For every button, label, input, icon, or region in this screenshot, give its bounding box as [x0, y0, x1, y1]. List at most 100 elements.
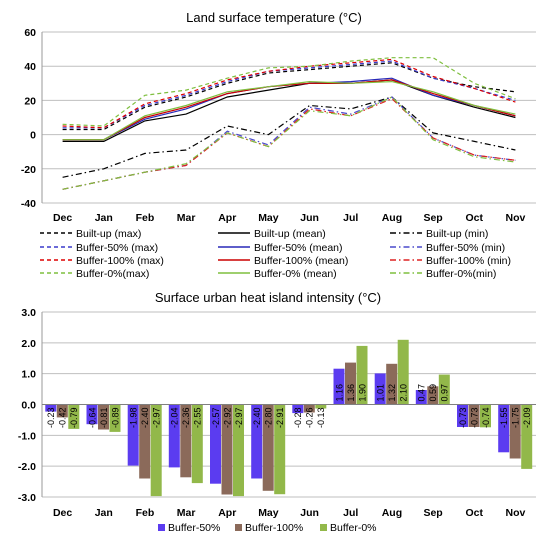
suhii-bar	[262, 404, 274, 491]
suhii-bar	[68, 404, 80, 429]
lst-y-tick-label: 40	[24, 61, 36, 73]
suhii-y-tick-label: 2.0	[21, 338, 36, 350]
suhii-data-label: -2.04	[170, 408, 180, 429]
lst-x-ticks: Dec Jan Feb Mar Apr May Jun Jul Aug Sep Oct Nov	[53, 212, 526, 224]
lst-y-tick-label: 0	[30, 130, 36, 142]
suhii-y-ticks: -3.0 -2.0 -1.0 0.0 1.0 2.0 3.0	[18, 307, 36, 504]
suhii-data-label: -2.97	[151, 408, 161, 429]
lst-legend-label: Buffer-0%(min)	[426, 268, 496, 280]
suhii-bar	[480, 404, 491, 428]
suhii-bar	[274, 404, 286, 495]
suhii-data-label: -2.40	[140, 408, 150, 429]
suhii-x-ticks: Dec Jan Feb Mar Apr May Jun Jul Aug Sep Oct Nov	[53, 507, 526, 519]
lst-series-line	[62, 96, 516, 178]
suhii-y-tick-label: -1.0	[18, 430, 36, 442]
suhii-bar	[315, 404, 327, 409]
lst-x-tick-label: Jan	[95, 212, 113, 224]
suhii-y-tick-label: 3.0	[21, 307, 36, 319]
lst-x-tick-label: Jun	[300, 212, 319, 224]
suhii-data-label: 2.10	[398, 384, 408, 402]
suhii-bar	[210, 404, 221, 484]
suhii-data-label: -0.73	[469, 408, 479, 429]
lst-line-chart: Land surface temperature (°C) -40 -20 0 20 4…	[21, 10, 536, 280]
suhii-data-label: -0.89	[110, 408, 120, 429]
suhii-bar	[109, 404, 121, 432]
suhii-x-tick-label: May	[258, 507, 279, 519]
lst-x-tick-label: Mar	[177, 212, 196, 224]
suhii-data-label: -2.40	[252, 408, 262, 429]
suhii-data-label: -2.92	[222, 408, 232, 429]
lst-series-line	[62, 96, 516, 190]
lst-series-line	[62, 57, 516, 127]
suhii-bar	[139, 404, 151, 479]
suhii-x-tick-label: Apr	[218, 507, 236, 519]
suhii-x-tick-label: Nov	[505, 507, 525, 519]
lst-series-line	[62, 79, 516, 142]
suhii-data-label: -0.23	[46, 408, 56, 429]
suhii-bar	[397, 339, 409, 405]
suhii-data-label: -0.28	[293, 408, 303, 429]
suhii-data-label: 1.32	[387, 384, 397, 402]
lst-legend-label: Buffer-100% (mean)	[254, 255, 348, 267]
suhii-bar	[356, 345, 368, 405]
suhii-bar	[468, 404, 480, 427]
lst-legend-label: Buffer-50% (mean)	[254, 242, 343, 254]
lst-y-tick-label: -40	[21, 198, 36, 210]
suhii-bar	[56, 404, 68, 418]
suhii-data-label: -2.09	[522, 408, 532, 429]
suhii-bar	[498, 404, 510, 453]
lst-x-tick-label: Feb	[136, 212, 155, 224]
suhii-bar	[98, 404, 109, 430]
suhii-legend-label: Buffer-0%	[330, 522, 377, 534]
suhii-y-tick-label: -3.0	[18, 492, 36, 504]
lst-x-tick-label: Nov	[505, 212, 525, 224]
suhii-data-label: -2.57	[211, 408, 221, 429]
lst-series-line	[62, 80, 516, 141]
lst-series-line	[62, 79, 516, 141]
suhii-legend-label: Buffer-50%	[168, 522, 220, 534]
suhii-data-label: -2.36	[181, 408, 191, 429]
suhii-bar	[127, 404, 139, 466]
suhii-bar	[251, 404, 263, 479]
lst-legend-label: Built-up (min)	[426, 228, 488, 240]
suhii-bar	[233, 404, 244, 497]
lst-x-tick-label: Oct	[465, 212, 483, 224]
lst-legend-label: Built-up (mean)	[254, 228, 326, 240]
suhii-data-label: 1.16	[334, 384, 344, 402]
suhii-bar	[150, 404, 162, 497]
suhii-y-tick-label: 0.0	[21, 400, 36, 412]
suhii-data-label: -1.98	[128, 408, 138, 429]
suhii-data-labels: -0.23 -0.42 -0.79 -0.64 -0.81 -0.89 -1.98 -2.40…	[46, 384, 532, 428]
suhii-data-label: -0.74	[481, 408, 491, 429]
suhii-legend-swatch	[320, 524, 327, 531]
lst-x-tick-label: Apr	[218, 212, 236, 224]
suhii-data-label: -2.55	[193, 408, 203, 429]
suhii-legend: Buffer-50% Buffer-100% Buffer-0%	[158, 522, 377, 534]
suhii-bar	[457, 404, 468, 427]
suhii-data-label: -2.91	[275, 408, 285, 429]
suhii-data-label: 1.90	[357, 384, 367, 402]
suhii-bar	[168, 404, 180, 468]
lst-legend: Built-up (max) Built-up (mean) Built-up (m…	[40, 228, 511, 280]
suhii-data-label: -0.64	[87, 408, 97, 429]
suhii-bar	[191, 404, 203, 484]
suhii-bars	[42, 339, 536, 497]
suhii-bar	[438, 374, 450, 405]
lst-x-tick-label: May	[258, 212, 279, 224]
suhii-data-label: -2.97	[234, 408, 244, 429]
suhii-bar	[374, 373, 386, 405]
suhii-x-tick-label: Jan	[95, 507, 113, 519]
suhii-x-tick-label: Aug	[382, 507, 402, 519]
suhii-data-label: -0.73	[458, 408, 468, 429]
suhii-x-tick-label: Sep	[423, 507, 442, 519]
suhii-data-label: -0.13	[316, 408, 326, 429]
suhii-bar-chart: Surface urban heat island intensity (°C)…	[18, 290, 536, 534]
suhii-x-tick-label: Dec	[53, 507, 72, 519]
lst-legend-label: Buffer-0%(max)	[76, 268, 149, 280]
suhii-data-label: 0.59	[428, 384, 438, 402]
suhii-bar	[86, 404, 98, 425]
suhii-data-label: -1.75	[510, 408, 520, 429]
suhii-data-label: 0.97	[440, 384, 450, 402]
lst-x-tick-label: Aug	[382, 212, 402, 224]
